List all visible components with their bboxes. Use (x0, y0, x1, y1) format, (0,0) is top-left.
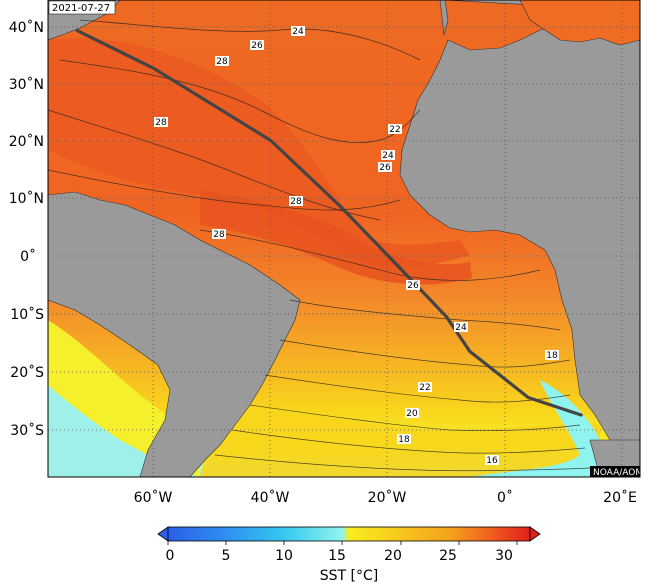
isotherm-labels: 24 26 28 28 22 24 26 28 28 26 24 18 22 2… (154, 26, 559, 466)
iso-label: 16 (485, 455, 499, 466)
colorbar-ticks (167, 541, 518, 545)
iso-label-text: 28 (216, 57, 228, 67)
iso-label-text: 16 (486, 456, 498, 466)
iso-label-text: 24 (382, 151, 394, 161)
plot-area: 24 26 28 28 22 24 26 28 28 26 24 18 22 2… (48, 0, 648, 478)
lon-label: 0˚ (497, 489, 513, 506)
ship-track (75, 29, 583, 417)
lon-label: 40˚W (251, 489, 290, 506)
date-label: 2021-07-27 (52, 3, 110, 14)
lon-labels: 60˚W 40˚W 20˚W 0˚ 20˚E (134, 489, 637, 506)
plot-frame (47, 0, 641, 478)
iso-label: 22 (418, 382, 432, 393)
lon-label: 60˚W (134, 489, 173, 506)
lat-label: 0˚ (20, 248, 36, 265)
iso-label-text: 18 (398, 435, 410, 445)
iso-label-text: 22 (389, 125, 400, 135)
iso-label: 18 (545, 350, 559, 361)
colorbar-tick-label: 15 (328, 548, 346, 564)
iso-label-text: 24 (292, 27, 304, 37)
iso-label: 28 (215, 56, 229, 67)
colorbar-tick-label: 30 (495, 548, 513, 564)
south-america (48, 191, 301, 477)
lat-label: 30˚N (9, 76, 44, 93)
iso-label: 18 (397, 434, 411, 445)
graticule (48, 0, 640, 477)
iso-label: 24 (291, 26, 305, 37)
iso-label-text: 26 (251, 41, 263, 51)
iso-label: 26 (250, 40, 264, 51)
date-box (48, 0, 116, 15)
credit-label: NOAA/AOML (593, 468, 648, 478)
iso-label: 28 (154, 117, 168, 128)
colorbar-body (167, 526, 531, 542)
colorbar-title: SST [°C] (320, 568, 378, 584)
credit-box (590, 466, 640, 477)
lat-label: 30˚S (10, 422, 44, 439)
colorbar-tick-label: 25 (439, 548, 457, 564)
west-south-cyan (48, 380, 200, 477)
mediterranean (519, 0, 640, 46)
lat-labels: 40˚N 30˚N 20˚N 10˚N 0˚ 10˚S 20˚S 30˚S (9, 19, 44, 439)
lat-label: 10˚N (9, 190, 44, 207)
iso-label-text: 28 (290, 197, 302, 207)
colorbar-tick-label: 10 (275, 548, 293, 564)
iso-label-text: 26 (407, 281, 419, 291)
iso-label: 26 (378, 162, 392, 173)
iso-label: 20 (405, 408, 419, 419)
lat-label: 20˚N (9, 133, 44, 150)
iso-label-text: 22 (419, 383, 430, 393)
lat-label: 40˚N (9, 19, 44, 36)
south-cyan-band (470, 380, 600, 477)
lat-label: 10˚S (10, 306, 44, 323)
colorbar: 0 5 10 15 20 25 30 SST [°C] (157, 526, 541, 584)
iso-label-text: 20 (406, 409, 418, 419)
iso-label-text: 26 (379, 163, 391, 173)
colorbar-tick-label: 0 (166, 548, 175, 564)
colorbar-right-arrow (529, 526, 541, 542)
land (48, 0, 640, 477)
colorbar-left-arrow (157, 526, 169, 542)
warm-band-north (48, 38, 470, 268)
lon-label: 20˚W (368, 489, 407, 506)
iso-label-text: 28 (155, 118, 167, 128)
warm-band-equator (200, 190, 472, 285)
europe (439, 0, 449, 36)
iso-label-text: 28 (213, 230, 225, 240)
iso-label: 28 (289, 196, 303, 207)
iso-label: 26 (406, 280, 420, 291)
iso-label: 28 (212, 229, 226, 240)
iso-label-text: 24 (455, 323, 467, 333)
colorbar-tick-label: 20 (384, 548, 402, 564)
iso-label: 22 (388, 124, 402, 135)
colorbar-tick-label: 5 (222, 548, 231, 564)
lat-label: 20˚S (10, 364, 44, 381)
iso-label: 24 (381, 150, 395, 161)
africa (399, 0, 640, 471)
iso-label: 24 (454, 322, 468, 333)
lon-label: 20˚E (603, 489, 637, 506)
iso-label-text: 18 (546, 351, 558, 361)
